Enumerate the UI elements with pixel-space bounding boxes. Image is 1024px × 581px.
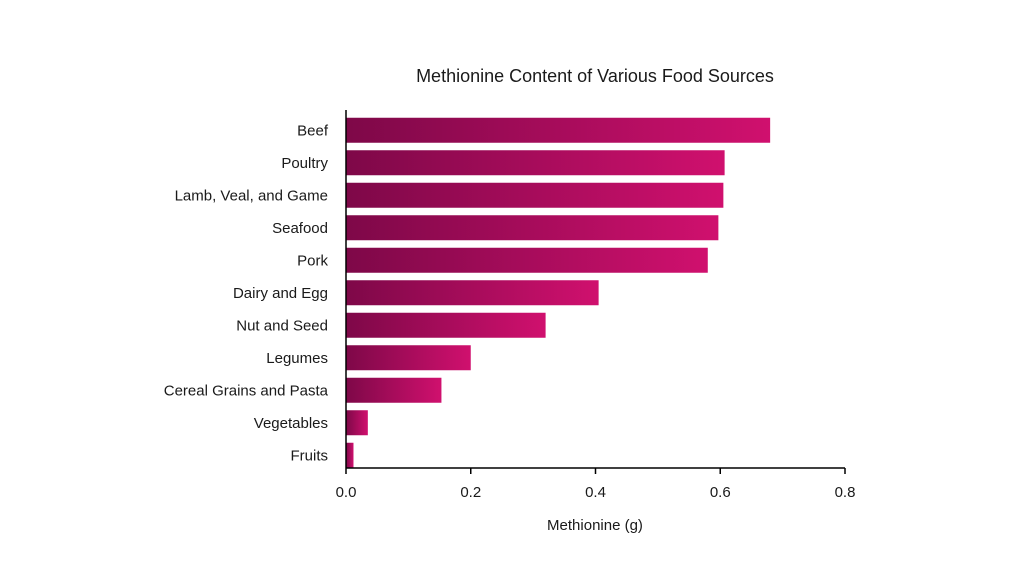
- category-label: Vegetables: [254, 415, 328, 432]
- bar-dairy-and-egg: [346, 280, 599, 306]
- bars-group: [346, 117, 771, 468]
- category-label: Fruits: [291, 447, 329, 464]
- category-label: Dairy and Egg: [233, 285, 328, 302]
- bar-fruits: [346, 442, 354, 468]
- x-tick-label: 0.6: [710, 484, 731, 501]
- category-label: Lamb, Veal, and Game: [175, 187, 328, 204]
- category-label: Poultry: [281, 155, 328, 172]
- bar-pork: [346, 247, 708, 273]
- x-axis-label: Methionine (g): [547, 517, 643, 534]
- bar-vegetables: [346, 410, 368, 436]
- bar-lamb-veal-and-game: [346, 182, 724, 208]
- category-labels: Beef Poultry Lamb, Veal, and Game Seafood Po…: [164, 122, 329, 464]
- x-tick-label: 0.2: [460, 484, 481, 501]
- category-label: Nut and Seed: [236, 317, 328, 334]
- category-label: Beef: [297, 122, 329, 139]
- x-tick-label: 0.8: [835, 484, 856, 501]
- bar-legumes: [346, 345, 471, 371]
- category-label: Seafood: [272, 220, 328, 237]
- x-tick-label: 0.0: [336, 484, 357, 501]
- x-axis-ticks: 0.0 0.2 0.4 0.6 0.8: [336, 468, 856, 501]
- bar-nut-and-seed: [346, 312, 546, 338]
- bar-poultry: [346, 150, 725, 176]
- bar-seafood: [346, 215, 719, 241]
- chart-title: Methionine Content of Various Food Sourc…: [416, 66, 774, 86]
- category-label: Pork: [297, 252, 328, 269]
- bar-beef: [346, 117, 771, 143]
- bar-cereal-grains-and-pasta: [346, 377, 442, 403]
- category-label: Cereal Grains and Pasta: [164, 382, 329, 399]
- category-label: Legumes: [266, 350, 328, 367]
- x-tick-label: 0.4: [585, 484, 606, 501]
